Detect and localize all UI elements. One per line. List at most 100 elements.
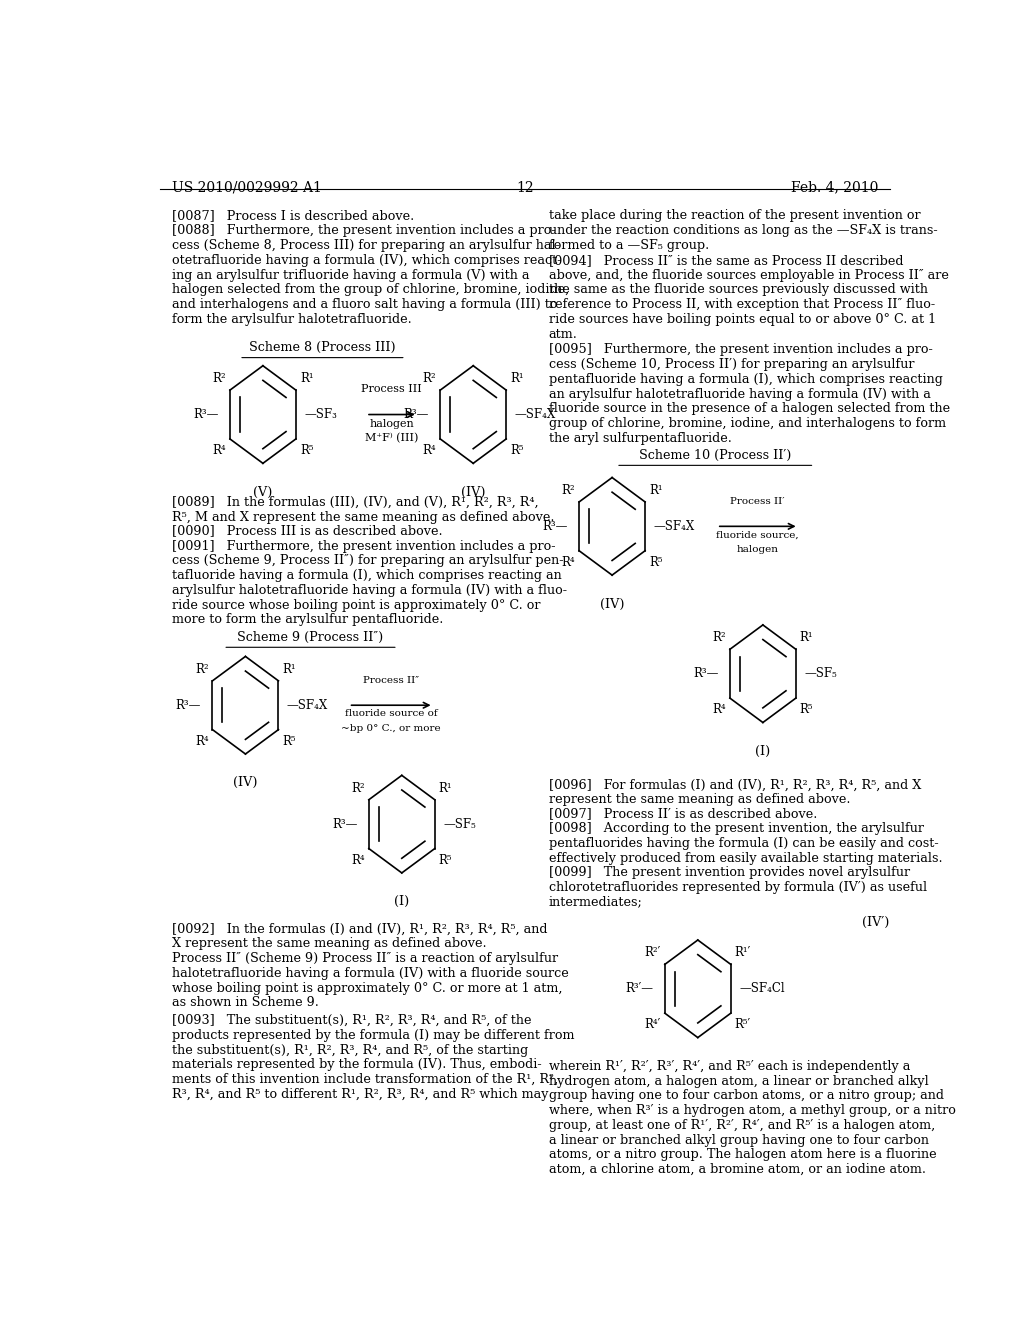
Text: pentafluoride having a formula (I), which comprises reacting: pentafluoride having a formula (I), whic… (549, 372, 942, 385)
Text: more to form the arylsulfur pentafluoride.: more to form the arylsulfur pentafluorid… (172, 614, 443, 626)
Text: R⁴′: R⁴′ (644, 1018, 660, 1031)
Text: take place during the reaction of the present invention or: take place during the reaction of the pr… (549, 210, 921, 222)
Text: R⁴: R⁴ (212, 444, 226, 457)
Text: intermediates;: intermediates; (549, 895, 642, 908)
Text: R⁵: R⁵ (438, 854, 453, 867)
Text: (I): (I) (756, 744, 770, 758)
Text: cess (Scheme 8, Process III) for preparing an arylsulfur hal-: cess (Scheme 8, Process III) for prepari… (172, 239, 559, 252)
Text: R²′: R²′ (644, 946, 660, 960)
Text: R³—: R³— (194, 408, 218, 421)
Text: (IV): (IV) (233, 776, 258, 789)
Text: under the reaction conditions as long as the —SF₄X is trans-: under the reaction conditions as long as… (549, 224, 937, 238)
Text: R²: R² (423, 372, 436, 385)
Text: cess (Scheme 9, Process II″) for preparing an arylsulfur pen-: cess (Scheme 9, Process II″) for prepari… (172, 554, 563, 568)
Text: R³—: R³— (543, 520, 567, 533)
Text: effectively produced from easily available starting materials.: effectively produced from easily availab… (549, 851, 942, 865)
Text: R¹: R¹ (438, 781, 453, 795)
Text: (V): (V) (253, 486, 272, 499)
Text: R⁵: R⁵ (800, 704, 813, 717)
Text: materials represented by the formula (IV). Thus, embodi-: materials represented by the formula (IV… (172, 1059, 542, 1072)
Text: above, and, the fluoride sources employable in Process II″ are: above, and, the fluoride sources employa… (549, 269, 948, 281)
Text: reference to Process II, with exception that Process II″ fluo-: reference to Process II, with exception … (549, 298, 935, 312)
Text: pentafluorides having the formula (I) can be easily and cost-: pentafluorides having the formula (I) ca… (549, 837, 938, 850)
Text: Scheme 8 (Process III): Scheme 8 (Process III) (249, 342, 395, 354)
Text: R³, R⁴, and R⁵ to different R¹, R², R³, R⁴, and R⁵ which may: R³, R⁴, and R⁵ to different R¹, R², R³, … (172, 1088, 548, 1101)
Text: [0089]   In the formulas (III), (IV), and (V), R¹, R², R³, R⁴,: [0089] In the formulas (III), (IV), and … (172, 496, 539, 508)
Text: [0099]   The present invention provides novel arylsulfur: [0099] The present invention provides no… (549, 866, 909, 879)
Text: halogen: halogen (736, 545, 778, 553)
Text: form the arylsulfur halotetrafluoride.: form the arylsulfur halotetrafluoride. (172, 313, 412, 326)
Text: R³—: R³— (176, 698, 201, 711)
Text: (IV): (IV) (600, 598, 625, 610)
Text: [0088]   Furthermore, the present invention includes a pro-: [0088] Furthermore, the present inventio… (172, 224, 555, 238)
Text: R²: R² (561, 484, 575, 496)
Text: halogen: halogen (370, 418, 415, 429)
Text: halotetrafluoride having a formula (IV) with a fluoride source: halotetrafluoride having a formula (IV) … (172, 968, 568, 979)
Text: R¹: R¹ (510, 372, 524, 385)
Text: R¹: R¹ (300, 372, 313, 385)
Text: ride source whose boiling point is approximately 0° C. or: ride source whose boiling point is appro… (172, 598, 540, 611)
Text: R⁴: R⁴ (713, 704, 726, 717)
Text: [0087]   Process I is described above.: [0087] Process I is described above. (172, 210, 414, 222)
Text: [0093]   The substituent(s), R¹, R², R³, R⁴, and R⁵, of the: [0093] The substituent(s), R¹, R², R³, R… (172, 1014, 531, 1027)
Text: fluoride source,: fluoride source, (717, 531, 799, 540)
Text: US 2010/0029992 A1: US 2010/0029992 A1 (172, 181, 322, 195)
Text: fluoride source of: fluoride source of (345, 709, 437, 718)
Text: whose boiling point is approximately 0° C. or more at 1 atm,: whose boiling point is approximately 0° … (172, 982, 562, 995)
Text: Process II′: Process II′ (730, 498, 785, 506)
Text: (I): (I) (394, 895, 410, 908)
Text: ments of this invention include transformation of the R¹, R²,: ments of this invention include transfor… (172, 1073, 558, 1086)
Text: a linear or branched alkyl group having one to four carbon: a linear or branched alkyl group having … (549, 1134, 929, 1147)
Text: chlorotetrafluorides represented by formula (IV′) as useful: chlorotetrafluorides represented by form… (549, 880, 927, 894)
Text: —SF₅: —SF₅ (443, 817, 476, 830)
Text: R³—: R³— (403, 408, 429, 421)
Text: Process II″ (Scheme 9) Process II″ is a reaction of arylsulfur: Process II″ (Scheme 9) Process II″ is a … (172, 952, 558, 965)
Text: group, at least one of R¹′, R²′, R⁴′, and R⁵′ is a halogen atom,: group, at least one of R¹′, R²′, R⁴′, an… (549, 1119, 935, 1131)
Text: (IV): (IV) (461, 486, 485, 499)
Text: atoms, or a nitro group. The halogen atom here is a fluorine: atoms, or a nitro group. The halogen ato… (549, 1148, 936, 1162)
Text: R⁴: R⁴ (423, 444, 436, 457)
Text: R¹′: R¹′ (735, 946, 751, 960)
Text: ing an arylsulfur trifluoride having a formula (V) with a: ing an arylsulfur trifluoride having a f… (172, 269, 529, 281)
Text: [0090]   Process III is as described above.: [0090] Process III is as described above… (172, 524, 442, 537)
Text: represent the same meaning as defined above.: represent the same meaning as defined ab… (549, 793, 850, 807)
Text: products represented by the formula (I) may be different from: products represented by the formula (I) … (172, 1030, 574, 1041)
Text: group having one to four carbon atoms, or a nitro group; and: group having one to four carbon atoms, o… (549, 1089, 943, 1102)
Text: Feb. 4, 2010: Feb. 4, 2010 (791, 181, 878, 195)
Text: —SF₄X: —SF₄X (287, 698, 328, 711)
Text: Process II″: Process II″ (364, 676, 419, 685)
Text: [0098]   According to the present invention, the arylsulfur: [0098] According to the present inventio… (549, 822, 924, 836)
Text: R³—: R³— (693, 667, 719, 680)
Text: [0094]   Process II″ is the same as Process II described: [0094] Process II″ is the same as Proces… (549, 253, 903, 267)
Text: R²: R² (212, 372, 226, 385)
Text: R¹: R¹ (649, 484, 663, 496)
Text: wherein R¹′, R²′, R³′, R⁴′, and R⁵′ each is independently a: wherein R¹′, R²′, R³′, R⁴′, and R⁵′ each… (549, 1060, 910, 1073)
Text: the substituent(s), R¹, R², R³, R⁴, and R⁵, of the starting: the substituent(s), R¹, R², R³, R⁴, and … (172, 1044, 528, 1057)
Text: atm.: atm. (549, 327, 578, 341)
Text: R²: R² (351, 781, 365, 795)
Text: R²: R² (195, 663, 209, 676)
Text: R³′—: R³′— (626, 982, 653, 995)
Text: Process III: Process III (361, 384, 422, 395)
Text: [0092]   In the formulas (I) and (IV), R¹, R², R³, R⁴, R⁵, and: [0092] In the formulas (I) and (IV), R¹,… (172, 923, 547, 936)
Text: R⁵′: R⁵′ (735, 1018, 751, 1031)
Text: —SF₄Cl: —SF₄Cl (739, 982, 784, 995)
Text: [0097]   Process II′ is as described above.: [0097] Process II′ is as described above… (549, 807, 817, 820)
Text: fluoride source in the presence of a halogen selected from the: fluoride source in the presence of a hal… (549, 403, 949, 416)
Text: otetrafluoride having a formula (IV), which comprises react-: otetrafluoride having a formula (IV), wh… (172, 253, 561, 267)
Text: 12: 12 (516, 181, 534, 195)
Text: [0096]   For formulas (I) and (IV), R¹, R², R³, R⁴, R⁵, and X: [0096] For formulas (I) and (IV), R¹, R²… (549, 779, 921, 792)
Text: hydrogen atom, a halogen atom, a linear or branched alkyl: hydrogen atom, a halogen atom, a linear … (549, 1074, 929, 1088)
Text: atom, a chlorine atom, a bromine atom, or an iodine atom.: atom, a chlorine atom, a bromine atom, o… (549, 1163, 926, 1176)
Text: arylsulfur halotetrafluoride having a formula (IV) with a fluo-: arylsulfur halotetrafluoride having a fo… (172, 583, 566, 597)
Text: M⁺F⁾ (III): M⁺F⁾ (III) (366, 433, 419, 444)
Text: ride sources have boiling points equal to or above 0° C. at 1: ride sources have boiling points equal t… (549, 313, 936, 326)
Text: group of chlorine, bromine, iodine, and interhalogens to form: group of chlorine, bromine, iodine, and … (549, 417, 946, 430)
Text: R⁵: R⁵ (649, 556, 663, 569)
Text: the same as the fluoride sources previously discussed with: the same as the fluoride sources previou… (549, 284, 928, 297)
Text: as shown in Scheme 9.: as shown in Scheme 9. (172, 997, 318, 1010)
Text: an arylsulfur halotetrafluoride having a formula (IV) with a: an arylsulfur halotetrafluoride having a… (549, 388, 931, 400)
Text: Scheme 10 (Process II′): Scheme 10 (Process II′) (639, 449, 792, 462)
Text: R¹: R¹ (800, 631, 813, 644)
Text: halogen selected from the group of chlorine, bromine, iodine,: halogen selected from the group of chlor… (172, 284, 569, 297)
